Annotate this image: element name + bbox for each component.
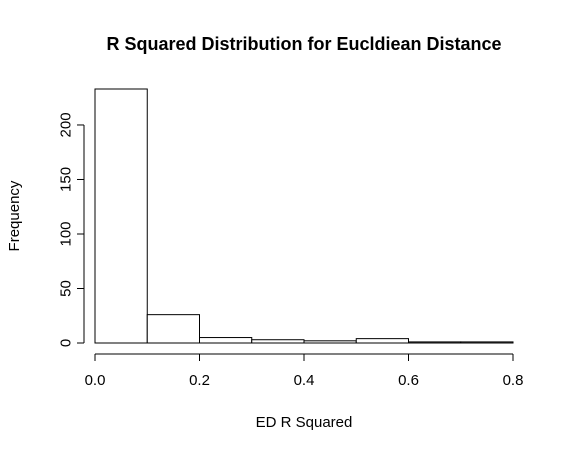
y-axis: 0 50 100 150 200 <box>58 112 85 347</box>
y-tick-label: 50 <box>58 280 75 297</box>
histogram-bar-1 <box>95 89 147 343</box>
histogram-bar-8 <box>461 342 513 343</box>
x-tick-label: 0.0 <box>85 372 106 389</box>
y-tick-label: 0 <box>58 339 75 347</box>
x-axis-label: ED R Squared <box>256 414 353 431</box>
y-tick-label: 150 <box>58 167 75 192</box>
y-tick-label: 200 <box>58 112 75 137</box>
histogram-bar-7 <box>409 342 461 343</box>
y-axis-label: Frequency <box>6 180 23 251</box>
y-tick-label: 100 <box>58 221 75 246</box>
x-tick-label: 0.4 <box>294 372 315 389</box>
histogram-bar-6 <box>356 339 408 343</box>
chart-title: R Squared Distribution for Eucldiean Dis… <box>106 34 501 54</box>
histogram-bar-2 <box>147 315 199 343</box>
histogram-bar-5 <box>304 341 356 343</box>
x-axis: 0.0 0.2 0.4 0.6 0.8 <box>85 354 524 389</box>
x-tick-label: 0.6 <box>398 372 419 389</box>
x-tick-label: 0.8 <box>503 372 524 389</box>
x-tick-label: 0.2 <box>189 372 210 389</box>
bars-group <box>95 89 513 343</box>
histogram-bar-3 <box>200 338 252 343</box>
histogram-bar-4 <box>252 340 304 343</box>
